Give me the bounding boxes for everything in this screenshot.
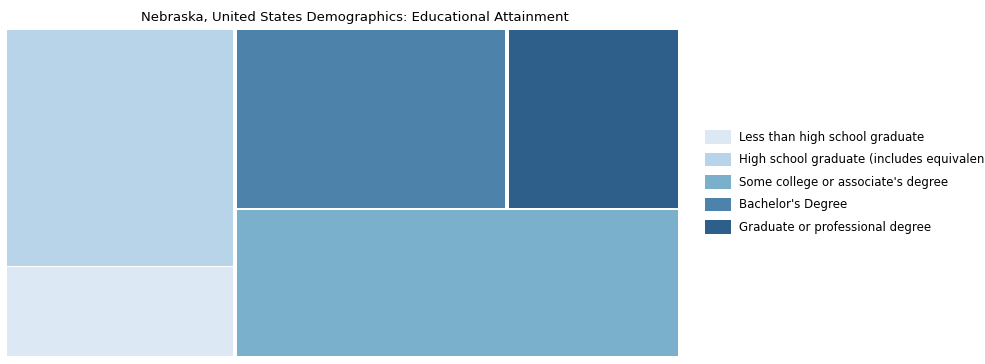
Bar [237, 30, 504, 208]
Legend: Less than high school graduate, High school graduate (includes equivalency), Som: Less than high school graduate, High sch… [705, 130, 985, 234]
Bar [7, 268, 233, 356]
Text: Nebraska, United States Demographics: Educational Attainment: Nebraska, United States Demographics: Ed… [141, 11, 568, 24]
Bar [7, 30, 233, 265]
Bar [509, 30, 678, 208]
Bar [237, 210, 678, 356]
